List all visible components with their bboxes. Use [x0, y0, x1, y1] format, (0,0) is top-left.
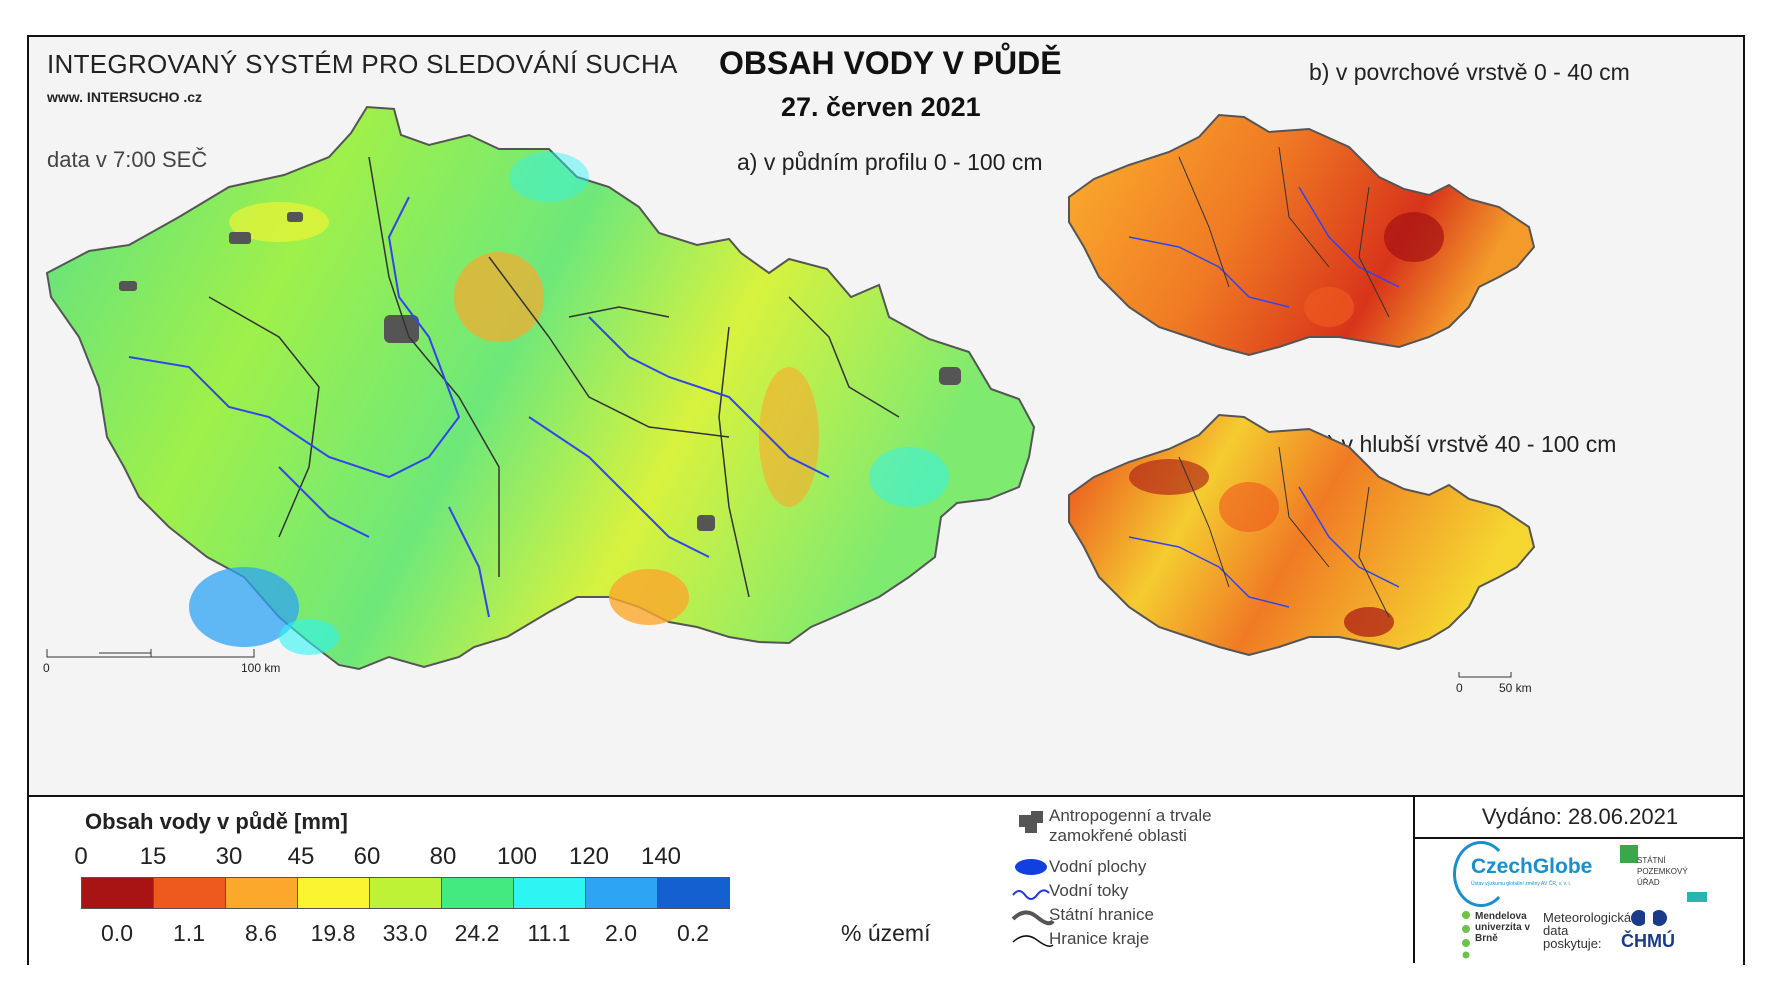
- legend-tick: 100: [496, 843, 538, 870]
- symbol-rivers-label: Vodní toky: [1049, 881, 1129, 900]
- legend-pct: 1.1: [173, 920, 205, 946]
- spu-accent: [1687, 892, 1707, 902]
- water-body-icon: [1015, 859, 1047, 875]
- mendelu-logo-icon: [1462, 911, 1470, 959]
- chmu-logo-icon: [1631, 910, 1667, 926]
- symbol-legend-icons: [1011, 811, 1055, 947]
- symbol-water-label: Vodní plochy: [1049, 857, 1147, 876]
- legend-pct: 11.1: [527, 920, 571, 946]
- website-url[interactable]: www. INTERSUCHO .cz: [47, 89, 203, 105]
- map-a-label: a) v půdním profilu 0 - 100 cm: [737, 149, 1043, 175]
- system-title: INTEGROVANÝ SYSTÉM PRO SLEDOVÁNÍ SUCHA: [47, 49, 678, 79]
- legend-pct-label: % území: [841, 920, 931, 946]
- chmu-logo-text: ČHMÚ: [1621, 931, 1675, 951]
- legend-panel: Obsah vody v půdě [mm] 0 15 30 45 60 80 …: [29, 795, 1745, 965]
- legend-swatch: [369, 877, 442, 909]
- legend-swatch: [225, 877, 298, 909]
- scale-small-zero: 0: [1456, 681, 1463, 695]
- data-time: data v 7:00 SEČ: [47, 147, 208, 172]
- map-a-profile-0-100: [45, 105, 1036, 671]
- state-border-icon: [1011, 910, 1055, 926]
- prague-urban-area: [384, 315, 419, 343]
- scale-main-end: 100 km: [241, 661, 281, 675]
- legend-swatch: [297, 877, 370, 909]
- legend-tick: 80: [429, 843, 457, 870]
- map-sheet: INTEGROVANÝ SYSTÉM PRO SLEDOVÁNÍ SUCHA w…: [27, 35, 1745, 965]
- anthropogenic-area-icon: [1019, 811, 1043, 833]
- legend-title: Obsah vody v půdě [mm]: [85, 809, 348, 834]
- symbol-region-border-label: Hranice kraje: [1049, 929, 1150, 948]
- met-data-label: Meteorologická data poskytuje:: [1543, 910, 1632, 951]
- scale-small-end: 50 km: [1499, 681, 1532, 695]
- spu-logo-text: STÁTNÍ POZEMKOVÝ ÚŘAD: [1637, 856, 1688, 887]
- czechglobe-logo-icon: [1453, 841, 1509, 907]
- map-area: INTEGROVANÝ SYSTÉM PRO SLEDOVÁNÍ SUCHA w…: [29, 37, 1743, 795]
- legend-tick: 60: [353, 843, 381, 870]
- scale-main-zero: 0: [43, 661, 50, 675]
- issued-date: Vydáno: 28.06.2021: [1415, 797, 1745, 839]
- czechglobe-logo-text: CzechGlobe: [1471, 855, 1593, 878]
- legend-pct: 0.0: [101, 920, 133, 946]
- issued-panel: Vydáno: 28.06.2021 CzechGlobe Ústav výzk…: [1413, 797, 1745, 963]
- scale-bar-small: [1458, 672, 1512, 678]
- legend-pct: 2.0: [605, 920, 637, 946]
- map-graphics: [45, 105, 1536, 678]
- map-b-surface-0-40: [1068, 113, 1536, 357]
- legend-tick: 0: [74, 843, 88, 870]
- map-c-label: c) v hlubší vrstvě 40 - 100 cm: [1316, 431, 1617, 457]
- legend-tick: 140: [640, 843, 682, 870]
- legend-pct: 8.6: [245, 920, 277, 946]
- legend-tick: 120: [568, 843, 610, 870]
- legend-pct: 33.0: [382, 920, 428, 946]
- region-border-icon: [1012, 935, 1054, 947]
- page-title: OBSAH VODY V PŮDĚ: [719, 45, 1062, 81]
- symbol-anthropogenic-label: Antropogenní a trvale zamokřené oblasti: [1049, 806, 1212, 845]
- river-icon: [1012, 889, 1050, 900]
- legend-tick: 45: [287, 843, 315, 870]
- legend-pct: 0.2: [677, 920, 709, 946]
- legend-swatch: [585, 877, 658, 909]
- map-b-label: b) v povrchové vrstvě 0 - 40 cm: [1309, 59, 1630, 85]
- mendelu-logo-text: Mendelova univerzita v Brně: [1475, 911, 1531, 944]
- legend-swatch: [81, 877, 154, 909]
- symbol-state-border-label: Státní hranice: [1049, 905, 1154, 924]
- map-c-deep-40-100: [1068, 413, 1536, 657]
- scale-bar-main: [46, 649, 255, 658]
- legend-swatch: [513, 877, 586, 909]
- spu-logo-icon: [1620, 845, 1638, 863]
- map-date: 27. červen 2021: [781, 92, 981, 122]
- legend-pct: 19.8: [310, 920, 356, 946]
- legend-swatch: [657, 877, 730, 909]
- legend-swatch: [153, 877, 226, 909]
- legend-tick: 15: [139, 843, 167, 870]
- czechglobe-subtitle: Ústav výzkumu globální změny AV ČR, v. v…: [1471, 881, 1572, 887]
- legend-swatch: [441, 877, 514, 909]
- legend-tick: 30: [215, 843, 243, 870]
- legend-pct: 24.2: [454, 920, 500, 946]
